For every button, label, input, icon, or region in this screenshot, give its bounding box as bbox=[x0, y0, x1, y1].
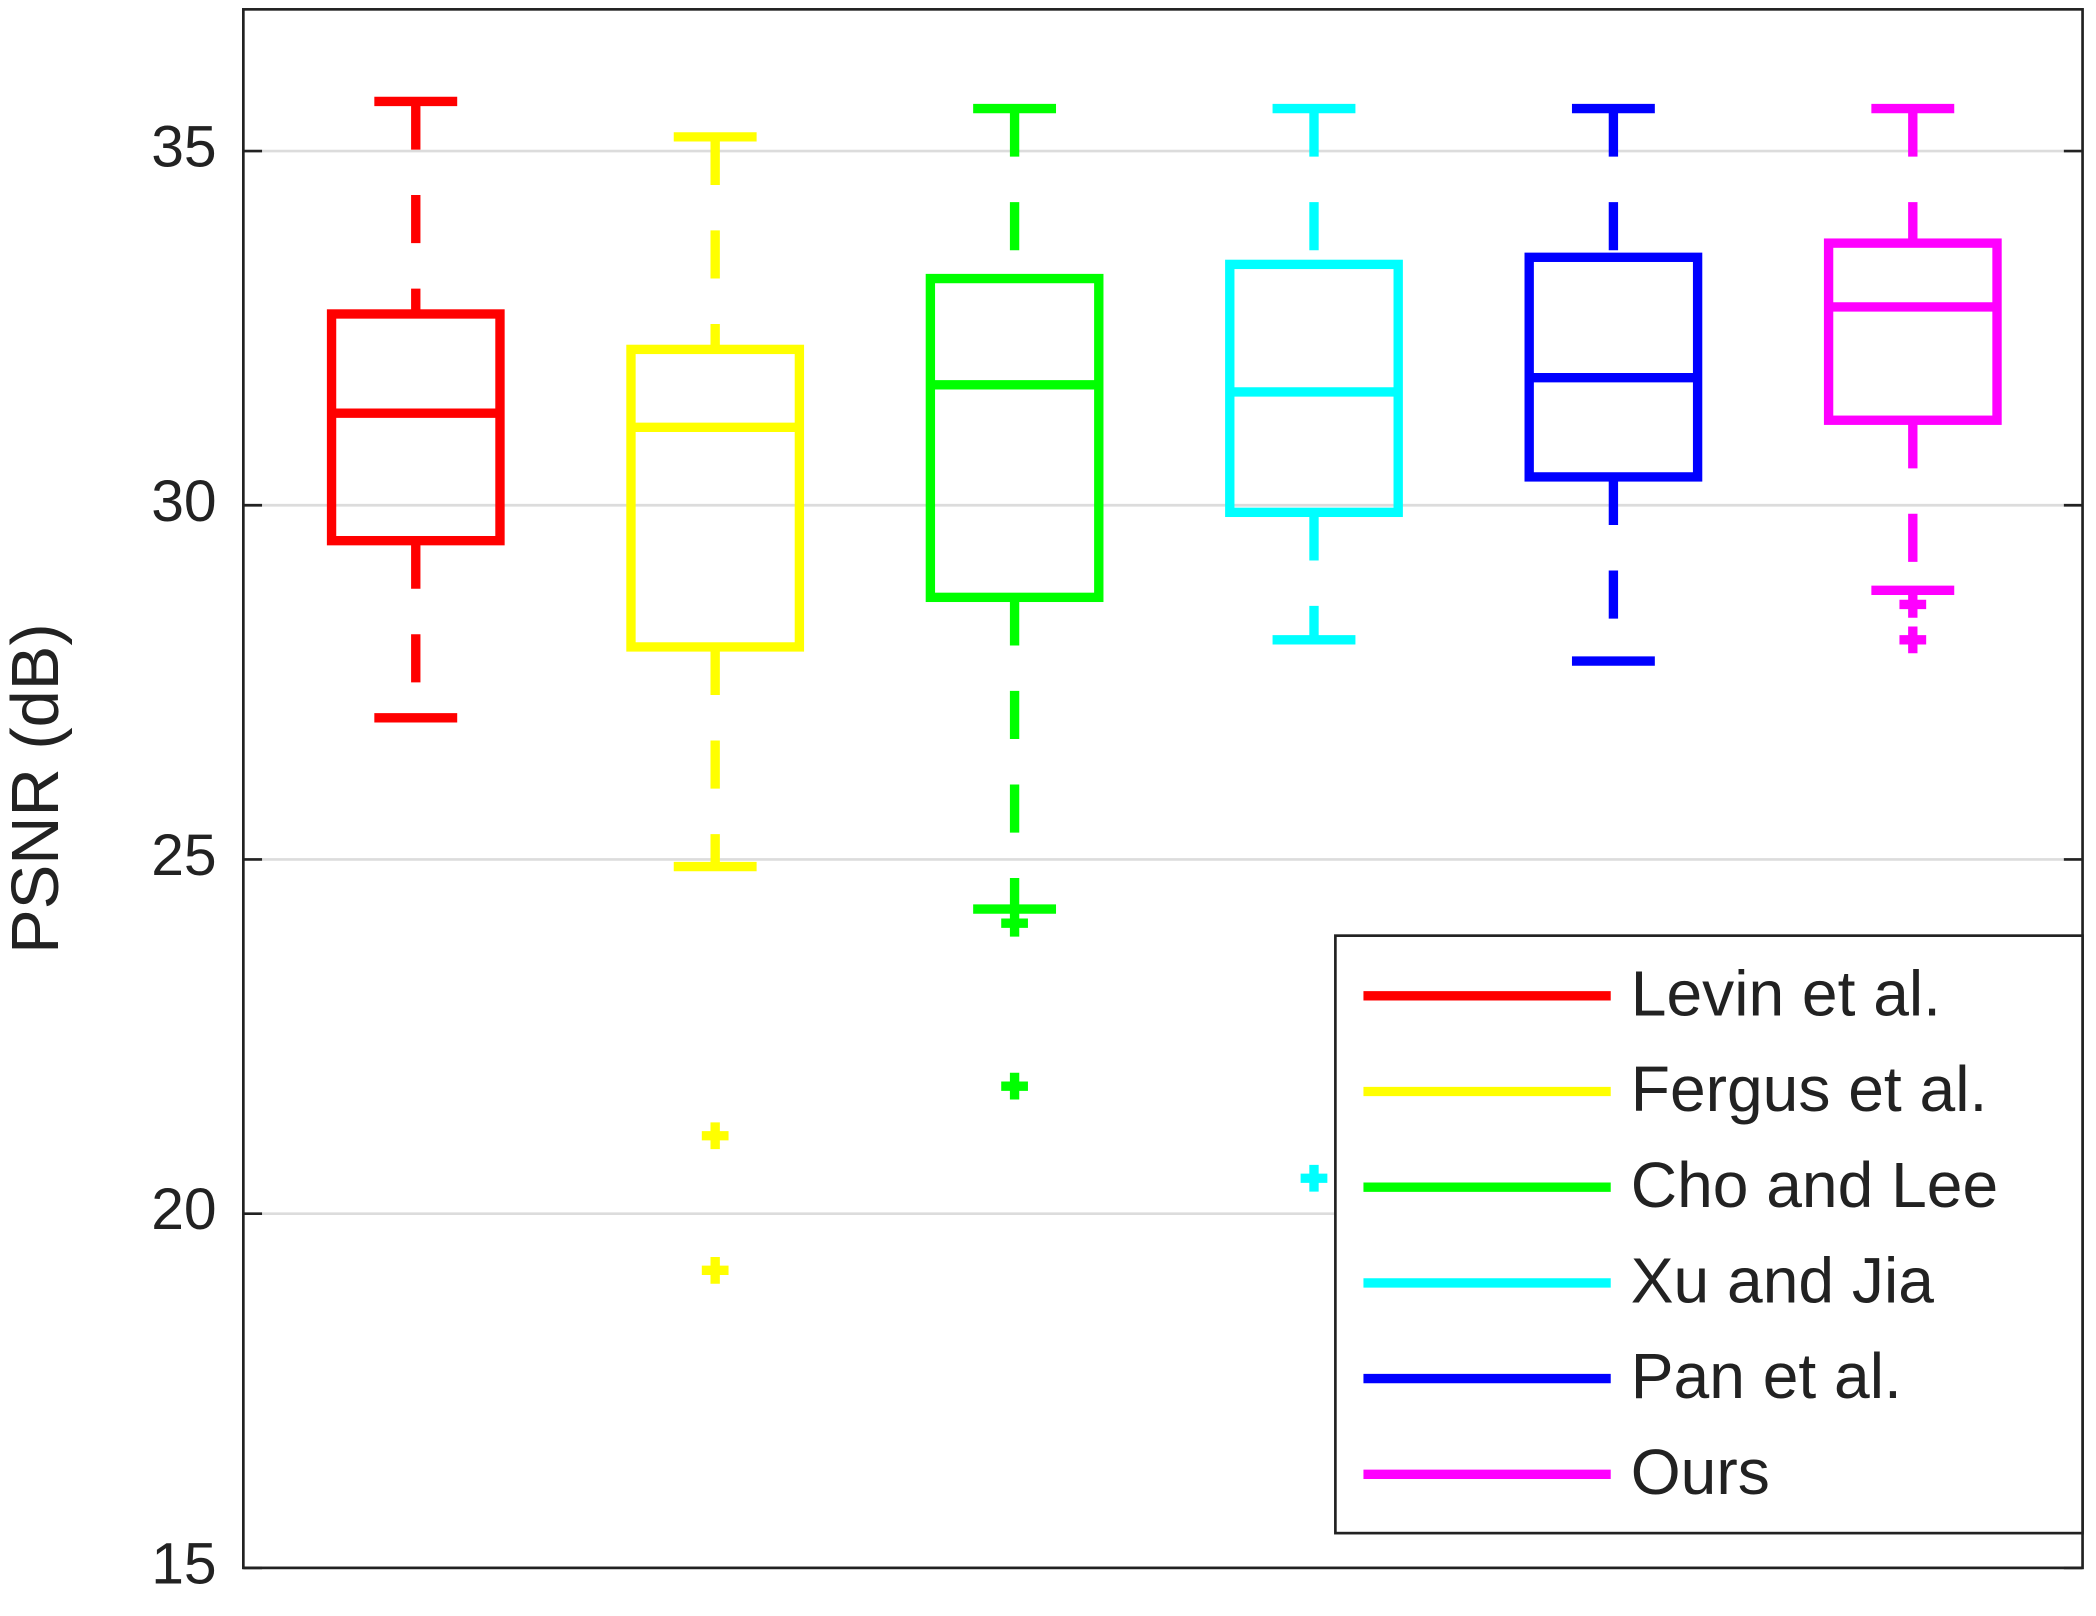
plot-frame bbox=[242, 8, 2084, 1570]
outlier bbox=[1899, 591, 1927, 618]
y-axis-label: PSNR (dB) bbox=[0, 623, 73, 954]
box bbox=[1823, 238, 2002, 425]
legend-label: Levin et al. bbox=[1631, 957, 1941, 1029]
y-tick-label: 35 bbox=[151, 115, 216, 180]
legend-label: Cho and Lee bbox=[1631, 1149, 1998, 1221]
legend-label: Ours bbox=[1631, 1436, 1770, 1508]
box bbox=[925, 273, 1104, 603]
y-tick-label: 20 bbox=[151, 1177, 216, 1242]
outlier bbox=[1899, 626, 1927, 654]
legend-label: Fergus et al. bbox=[1631, 1053, 1988, 1125]
box bbox=[1524, 252, 1703, 482]
outlier bbox=[1001, 909, 1028, 937]
outlier bbox=[701, 1122, 729, 1150]
legend-label: Pan et al. bbox=[1631, 1340, 1902, 1412]
y-tick-label: 15 bbox=[151, 1531, 216, 1596]
y-tick-label: 25 bbox=[151, 823, 216, 888]
outlier bbox=[1300, 1164, 1328, 1192]
box bbox=[626, 344, 805, 652]
outlier bbox=[1001, 1072, 1028, 1100]
box bbox=[326, 309, 505, 546]
y-tick-label: 30 bbox=[151, 469, 216, 534]
outlier bbox=[701, 1256, 729, 1284]
legend-label: Xu and Jia bbox=[1631, 1245, 1934, 1317]
legend-frame bbox=[1334, 934, 2084, 1535]
